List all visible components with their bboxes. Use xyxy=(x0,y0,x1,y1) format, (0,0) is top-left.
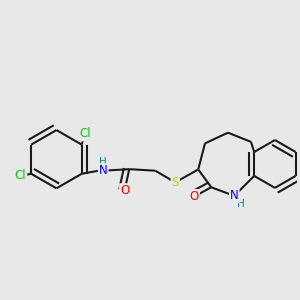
Text: N: N xyxy=(230,189,239,203)
Text: N: N xyxy=(99,164,107,177)
Text: H: H xyxy=(99,157,107,167)
Text: O: O xyxy=(120,184,129,197)
Text: O: O xyxy=(190,190,199,203)
Text: Cl: Cl xyxy=(79,128,91,140)
Text: H: H xyxy=(236,200,244,209)
Text: S: S xyxy=(172,176,179,189)
Text: Cl: Cl xyxy=(15,169,26,182)
